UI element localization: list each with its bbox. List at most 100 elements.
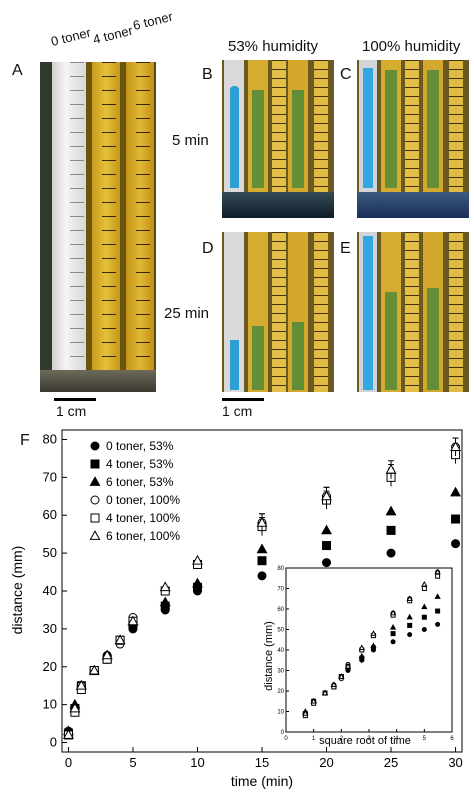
- panel-d-letter: D: [202, 240, 214, 257]
- legend-label: 6 toner, 53%: [106, 475, 174, 489]
- x-tick-label: 15: [255, 755, 269, 770]
- panel-a-photo: [40, 62, 156, 392]
- y-tick-label: 20: [43, 659, 57, 674]
- inset-x-tick-label: 6: [450, 736, 454, 742]
- inset-y-tick-label: 0: [281, 730, 285, 736]
- col-header-53: 53% humidity: [228, 38, 319, 55]
- inset-data-point: [407, 622, 413, 628]
- inset-y-tick-label: 80: [277, 566, 284, 572]
- data-point: [75, 679, 87, 690]
- y-tick-label: 70: [43, 469, 57, 484]
- data-point: [385, 505, 397, 516]
- legend-marker: [90, 513, 100, 523]
- x-tick-label: 30: [448, 755, 462, 770]
- y-tick-label: 50: [43, 545, 57, 560]
- main-x-axis-label: time (min): [231, 773, 293, 789]
- panel-b-photo: [222, 60, 334, 218]
- legend-marker: [89, 476, 101, 486]
- data-point: [450, 486, 462, 497]
- inset-y-tick-label: 60: [277, 607, 284, 613]
- inset-data-point: [389, 609, 397, 616]
- inset-data-point: [421, 580, 428, 587]
- inset-data-point: [435, 608, 441, 614]
- row-label-5min: 5 min: [172, 132, 209, 149]
- data-point: [256, 516, 268, 527]
- data-point: [69, 702, 81, 713]
- inset-data-point: [390, 631, 396, 637]
- data-point: [192, 577, 203, 588]
- y-tick-label: 0: [50, 735, 57, 750]
- data-point: [88, 664, 100, 675]
- inset-plot-frame: [285, 567, 453, 733]
- legend-marker: [90, 459, 100, 469]
- inset-data-point: [421, 627, 427, 632]
- data-point: [451, 514, 461, 524]
- strip-label-6-toner: 6 toner: [131, 8, 175, 33]
- col-header-100: 100% humidity: [362, 38, 461, 55]
- x-tick-label: 25: [384, 755, 398, 770]
- y-tick-label: 40: [43, 583, 57, 598]
- y-tick-label: 30: [43, 621, 57, 636]
- data-point: [257, 556, 267, 566]
- inset-y-tick-label: 10: [277, 710, 284, 716]
- data-point: [321, 524, 332, 535]
- inset-data-point: [390, 639, 396, 645]
- inset-data-point: [310, 697, 317, 704]
- inset-data-point: [435, 621, 441, 627]
- data-point: [450, 441, 462, 451]
- panel-f-letter: F: [20, 432, 30, 449]
- strip-label-0-toner: 0 toner: [49, 24, 93, 49]
- x-tick-label: 0: [65, 755, 72, 770]
- inset-x-tick-label: 4: [395, 736, 399, 742]
- inset-x-tick-label: 3: [367, 736, 371, 742]
- inset-data-point: [421, 614, 427, 620]
- data-point: [101, 649, 113, 660]
- x-tick-label: 20: [319, 755, 333, 770]
- strip-0-toner: [52, 62, 86, 392]
- panel-bcde-scale-label: 1 cm: [222, 403, 253, 419]
- data-point: [127, 615, 139, 626]
- data-point: [257, 571, 267, 581]
- x-tick-label: 5: [129, 755, 136, 770]
- legend-marker: [89, 530, 101, 540]
- legend-label: 4 toner, 100%: [106, 511, 180, 525]
- data-point: [114, 634, 126, 645]
- row-label-25min: 25 min: [164, 305, 210, 322]
- inset-data-point: [344, 662, 352, 669]
- data-point: [385, 463, 397, 474]
- inset-y-tick-label: 50: [277, 628, 284, 634]
- legend-label: 0 toner, 53%: [106, 439, 174, 453]
- panel-c-letter: C: [340, 66, 352, 83]
- main-y-axis-label: distance (mm): [9, 546, 25, 635]
- data-point: [62, 729, 74, 739]
- legend: 0 toner, 53% 4 toner, 53% 6 toner, 53% 0 to…: [89, 439, 180, 543]
- strip-label-4-toner: 4 toner: [91, 22, 135, 47]
- inset-data-point: [389, 624, 397, 630]
- inset-x-axis-label: square root of time: [319, 735, 411, 747]
- inset-y-tick-label: 40: [277, 648, 284, 654]
- panel-a-scale-label: 1 cm: [56, 403, 87, 419]
- panel-c-photo: [357, 60, 469, 218]
- inset-x-tick-label: 0: [284, 736, 288, 742]
- y-tick-label: 10: [43, 697, 57, 712]
- inset-data-point: [370, 642, 377, 649]
- inset-data-point: [406, 595, 413, 601]
- inset-data-point: [370, 630, 377, 636]
- inset-data-point: [358, 644, 365, 651]
- panel-a-letter: A: [12, 62, 23, 79]
- panel-a-scalebar: [54, 398, 96, 401]
- data-point: [322, 558, 332, 568]
- data-point: [322, 541, 332, 551]
- inset-y-tick-label: 70: [277, 587, 284, 593]
- legend-label: 6 toner, 100%: [106, 529, 180, 543]
- inset-x-tick-label: 1: [312, 736, 316, 742]
- inset-data-point: [421, 586, 427, 591]
- data-point: [386, 525, 396, 535]
- data-point: [451, 539, 461, 549]
- inset-x-tick-label: 2: [340, 736, 344, 742]
- inset-data-point: [434, 568, 441, 575]
- y-tick-label: 80: [43, 431, 57, 446]
- inset-y-tick-label: 20: [277, 689, 284, 695]
- legend-label: 4 toner, 53%: [106, 457, 174, 471]
- data-point: [159, 596, 171, 607]
